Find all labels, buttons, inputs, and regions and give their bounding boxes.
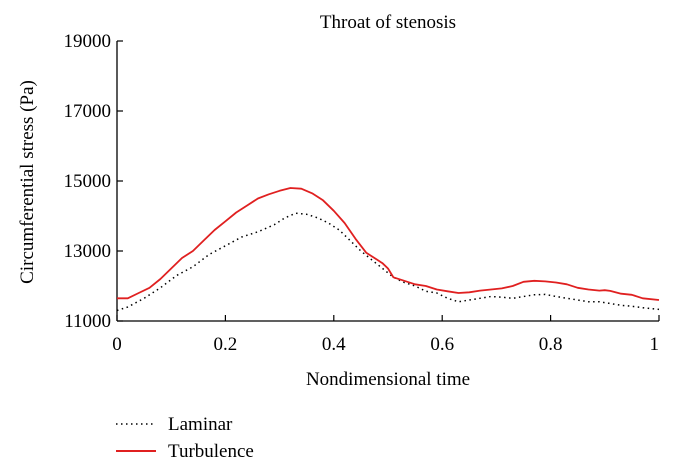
legend: Laminar Turbulence xyxy=(116,414,254,462)
ticks: 11000 13000 15000 17000 19000 0 0.2 0.4 0.6 0.8 1 xyxy=(64,31,660,355)
chart-title: Throat of stenosis xyxy=(320,12,456,33)
y-tick-label: 11000 xyxy=(64,311,111,332)
x-axis-label: Nondimensional time xyxy=(306,369,470,390)
series-line-laminar xyxy=(116,212,660,312)
y-tick-label: 19000 xyxy=(64,31,112,52)
legend-label-laminar: Laminar xyxy=(168,414,233,435)
y-tick-label: 13000 xyxy=(64,241,112,262)
series-line-turbulence xyxy=(117,187,660,301)
axes xyxy=(116,41,659,322)
legend-label-turbulence: Turbulence xyxy=(168,441,254,462)
x-tick-label: 0.8 xyxy=(539,334,563,355)
y-tick-label: 17000 xyxy=(64,101,112,122)
y-tick-label: 15000 xyxy=(64,171,112,192)
x-tick-label: 1 xyxy=(650,334,660,355)
y-axis-label: Circumferential stress (Pa) xyxy=(17,80,38,284)
x-tick-label: 0.2 xyxy=(214,334,238,355)
x-tick-label: 0 xyxy=(112,334,122,355)
x-tick-label: 0.6 xyxy=(430,334,454,355)
x-tick-label: 0.4 xyxy=(322,334,346,355)
series-lines xyxy=(116,187,660,312)
